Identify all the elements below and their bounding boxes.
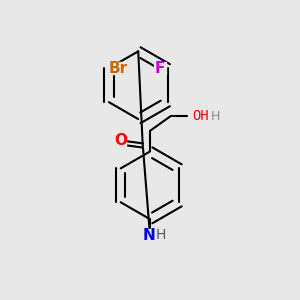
Bar	[188, 110, 209, 123]
Bar	[154, 62, 166, 74]
Text: H: H	[210, 110, 220, 123]
Bar	[108, 62, 127, 74]
Text: OH: OH	[192, 109, 208, 123]
Bar	[115, 134, 126, 146]
Text: O: O	[114, 133, 127, 148]
Text: N: N	[142, 228, 155, 243]
Bar	[208, 110, 217, 122]
Text: H: H	[156, 228, 166, 242]
Text: Br: Br	[108, 61, 127, 76]
Bar	[146, 229, 166, 242]
Text: F: F	[155, 61, 165, 76]
